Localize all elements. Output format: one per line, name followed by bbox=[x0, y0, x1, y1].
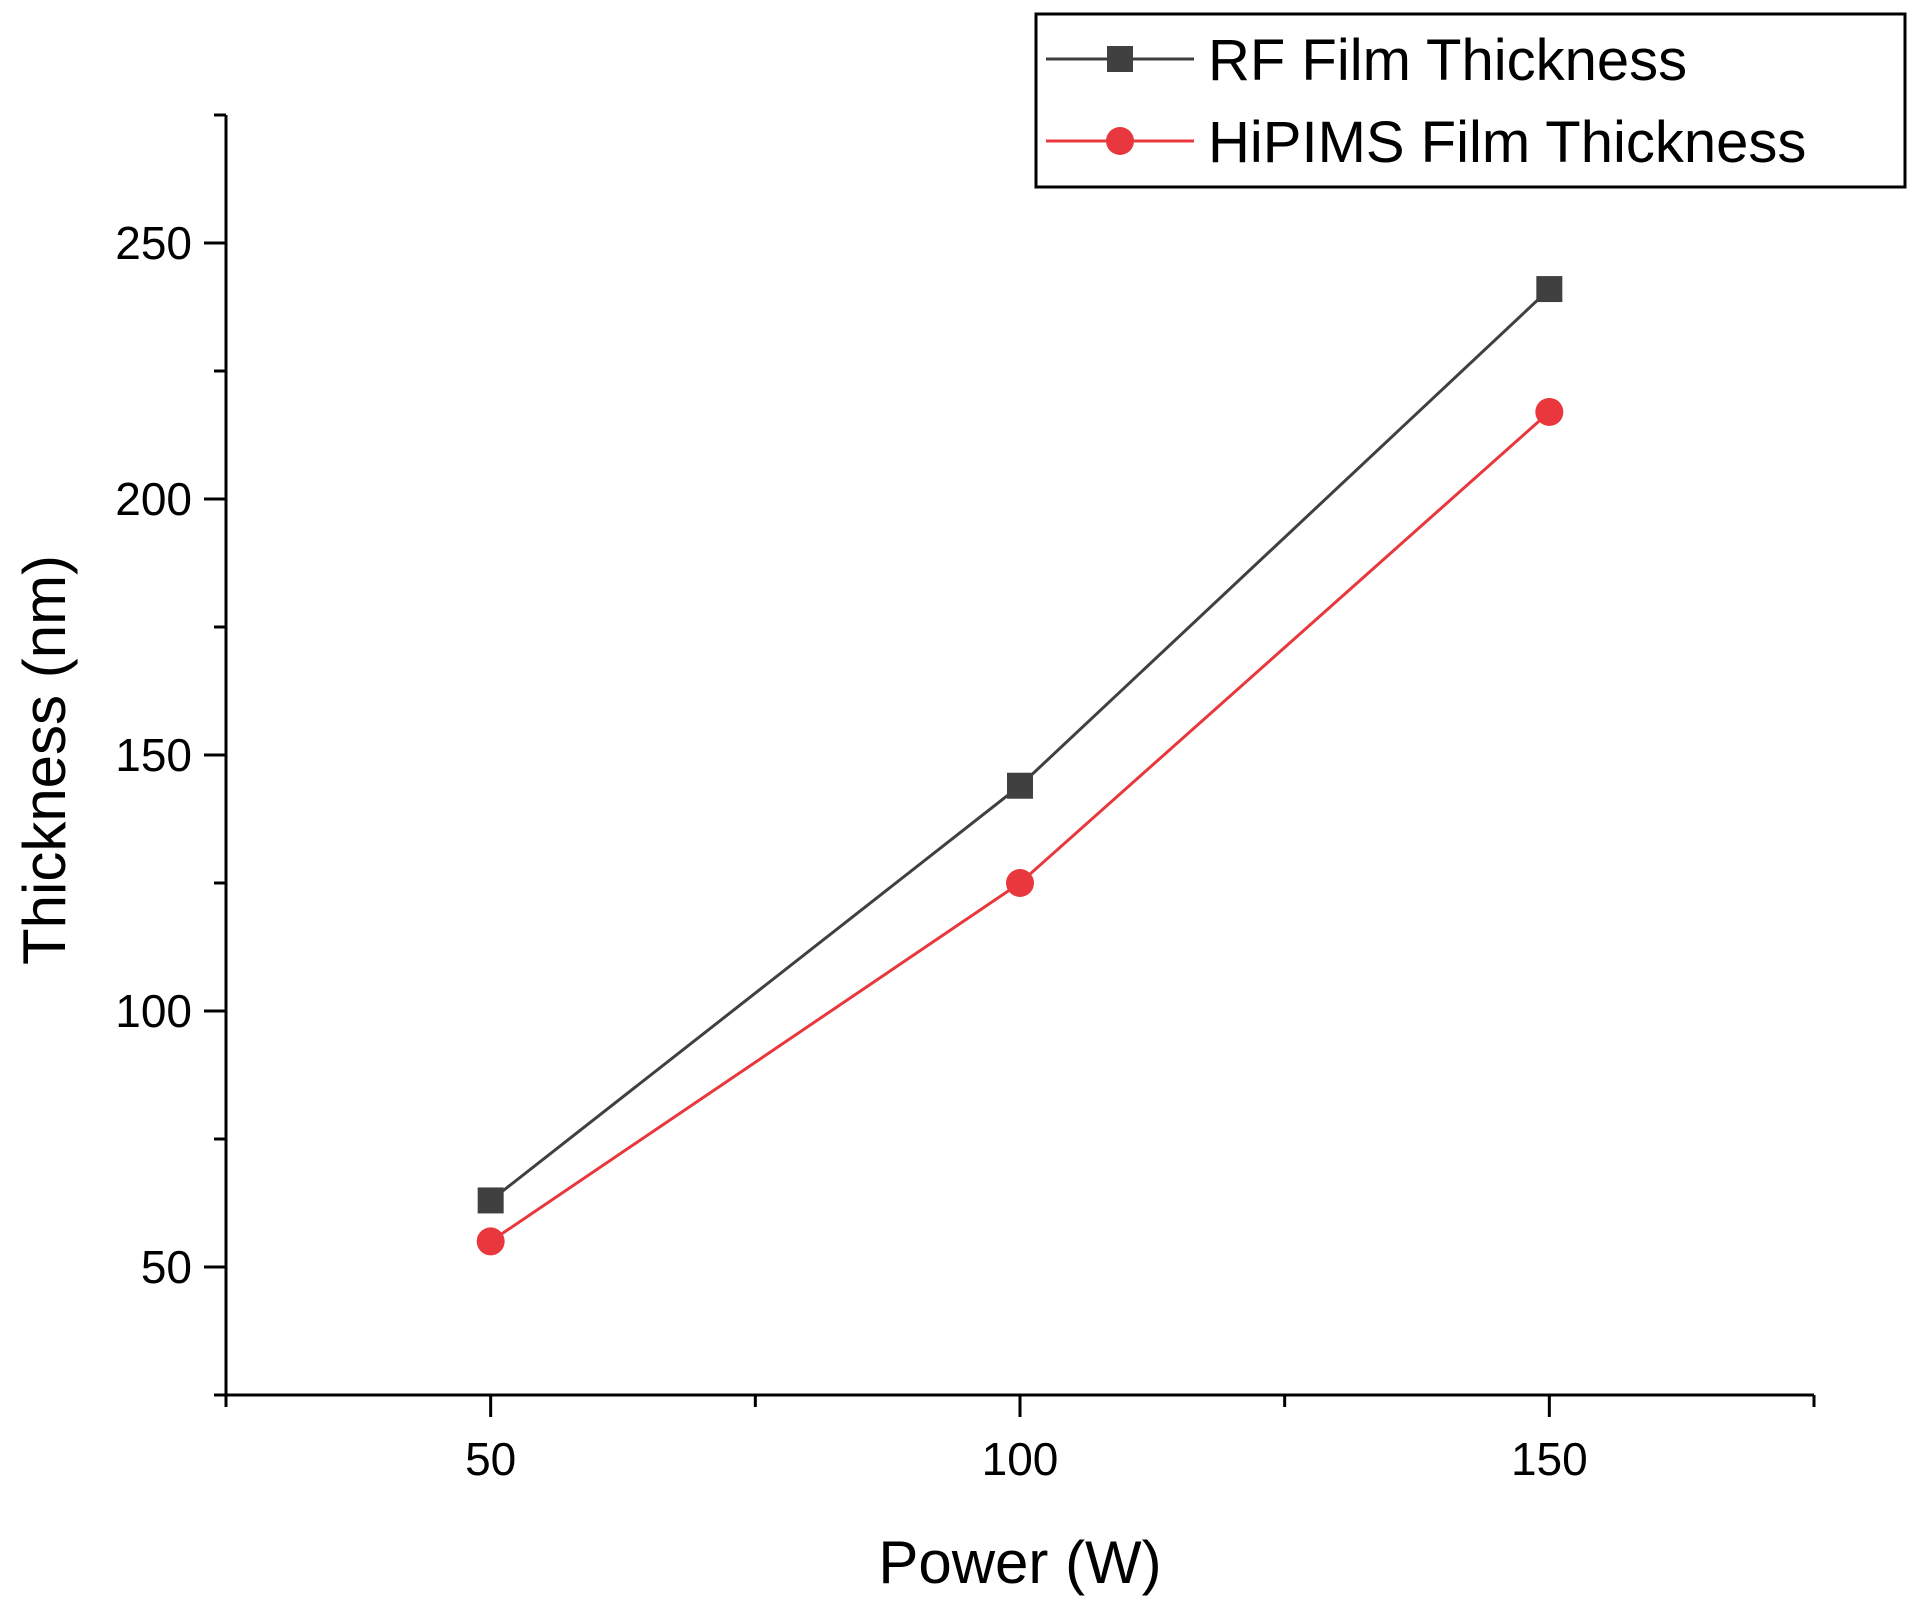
plot-series bbox=[476, 276, 1564, 1256]
y-tick-label: 150 bbox=[115, 729, 192, 781]
data-point-rf bbox=[1007, 772, 1033, 799]
legend-marker-rf bbox=[1107, 46, 1133, 72]
series-line-hipims bbox=[489, 410, 1551, 1243]
axes: 50 100 150 200 250 50 100 150 bbox=[115, 113, 1816, 1485]
legend-label-rf: RF Film Thickness bbox=[1208, 28, 1687, 93]
y-tick-label: 50 bbox=[141, 1241, 192, 1293]
data-point-rf bbox=[477, 1187, 504, 1214]
x-axis-title: Power (W) bbox=[878, 1529, 1161, 1596]
x-tick-label: 100 bbox=[982, 1433, 1059, 1485]
series-line-rf bbox=[489, 287, 1551, 1202]
legend-label-hipims: HiPIMS Film Thickness bbox=[1208, 110, 1806, 175]
x-tick-label: 50 bbox=[465, 1433, 516, 1485]
data-point-hipims bbox=[1535, 397, 1564, 426]
x-tick-label: 150 bbox=[1511, 1433, 1588, 1485]
y-tick-label: 100 bbox=[115, 985, 192, 1037]
data-point-hipims bbox=[1006, 869, 1034, 897]
y-tick-label: 200 bbox=[115, 473, 192, 525]
data-point-hipims bbox=[476, 1227, 505, 1256]
data-point-rf bbox=[1536, 276, 1563, 303]
legend-box bbox=[1034, 12, 1907, 189]
legend: RF Film Thickness HiPIMS Film Thickness bbox=[1034, 12, 1907, 189]
legend-marker-hipims bbox=[1106, 127, 1134, 155]
y-axis-title: Thickness (nm) bbox=[11, 555, 78, 965]
y-tick-label: 250 bbox=[115, 217, 192, 269]
